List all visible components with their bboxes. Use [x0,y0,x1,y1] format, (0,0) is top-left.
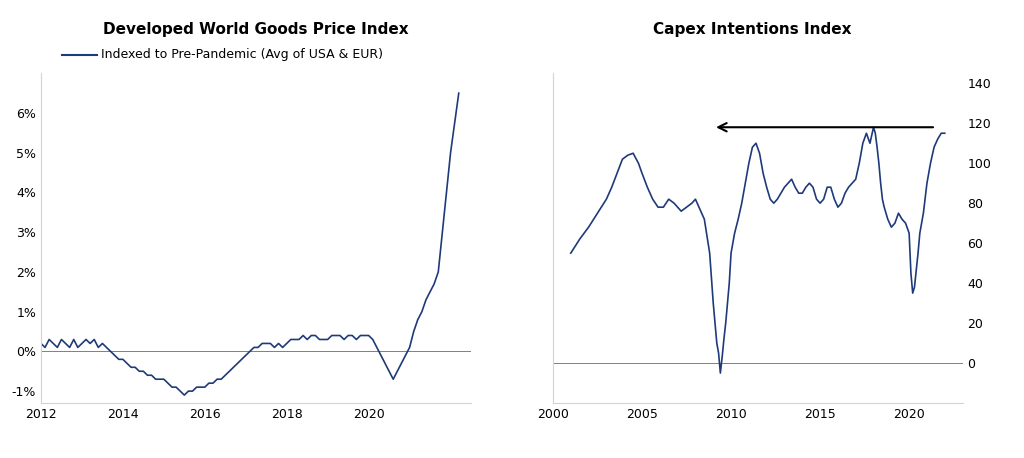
Text: Capex Intentions Index: Capex Intentions Index [653,22,852,37]
Text: Indexed to Pre-Pandemic (Avg of USA & EUR): Indexed to Pre-Pandemic (Avg of USA & EU… [101,49,383,61]
Text: Developed World Goods Price Index: Developed World Goods Price Index [103,22,409,37]
